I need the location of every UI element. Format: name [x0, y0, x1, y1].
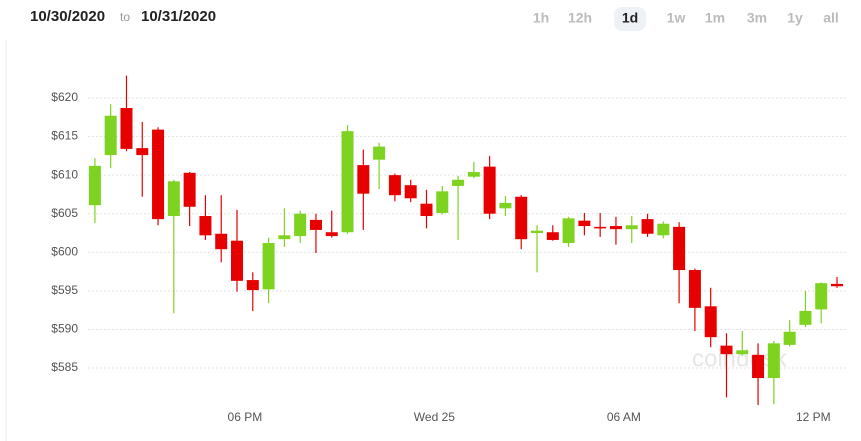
- candle-body: [625, 225, 638, 230]
- date-from: 10/30/2020: [30, 8, 105, 25]
- range-button[interactable]: 1w: [667, 10, 686, 26]
- candle-body: [546, 232, 559, 240]
- candle-body: [120, 108, 133, 149]
- candle-body: [641, 219, 654, 234]
- x-tick-label: Wed 25: [414, 410, 455, 424]
- candle-body: [799, 310, 812, 325]
- candle-body: [704, 306, 717, 338]
- candle-body: [246, 280, 259, 291]
- range-button[interactable]: 12h: [568, 10, 592, 26]
- candle-body: [262, 243, 275, 290]
- range-button[interactable]: 1y: [787, 10, 803, 26]
- x-tick-label: 06 AM: [607, 410, 641, 424]
- range-selected-bg: [614, 7, 646, 31]
- candle-body: [609, 226, 622, 230]
- candle-body: [831, 283, 844, 287]
- x-tick-label: 12 PM: [796, 410, 831, 424]
- date-separator: to: [120, 10, 130, 24]
- candle-body: [183, 172, 196, 207]
- candle-body: [752, 354, 765, 379]
- x-tick-label: 06 PM: [228, 410, 263, 424]
- candle-body: [152, 129, 165, 220]
- candle-body: [309, 219, 322, 230]
- candle-body: [452, 179, 465, 186]
- candle-body: [373, 146, 386, 160]
- candle-body: [594, 226, 607, 229]
- candle-body: [436, 191, 449, 213]
- candle-body: [420, 203, 433, 217]
- candle-body: [736, 350, 749, 355]
- candle-body: [767, 343, 780, 379]
- y-tick-label: $610: [51, 167, 78, 181]
- y-tick-label: $605: [51, 206, 78, 220]
- candle-body: [720, 345, 733, 355]
- candle-body: [499, 202, 512, 209]
- candle-body: [467, 172, 480, 177]
- range-button[interactable]: 1m: [705, 10, 725, 26]
- range-button[interactable]: 3m: [747, 10, 767, 26]
- range-button[interactable]: 1h: [533, 10, 549, 26]
- candle-body: [167, 181, 180, 217]
- candle-body: [278, 235, 291, 240]
- range-button[interactable]: 1d: [622, 10, 638, 26]
- candle-body: [578, 220, 591, 227]
- candle-body: [104, 115, 117, 156]
- candle-body: [199, 216, 212, 236]
- candle-body: [231, 240, 244, 281]
- candle-body: [388, 175, 401, 196]
- y-tick-label: $595: [51, 283, 78, 297]
- candle-body: [294, 213, 307, 237]
- candle-body: [325, 232, 338, 237]
- candle-body: [688, 270, 701, 308]
- candle-body: [357, 165, 370, 194]
- candle-body: [562, 218, 575, 244]
- y-tick-label: $620: [51, 90, 78, 104]
- candle-body: [215, 233, 228, 250]
- candle-body: [657, 223, 670, 236]
- candle-body: [341, 131, 354, 233]
- y-tick-label: $590: [51, 322, 78, 336]
- date-to: 10/31/2020: [141, 8, 216, 25]
- candle-body: [815, 283, 828, 310]
- candle-body: [404, 185, 417, 199]
- candle-body: [88, 165, 101, 206]
- candle-body: [136, 148, 149, 156]
- candle-body: [783, 331, 796, 345]
- y-tick-label: $615: [51, 129, 78, 143]
- candle-body: [531, 230, 544, 233]
- candle-body: [673, 226, 686, 271]
- y-tick-label: $585: [51, 360, 78, 374]
- y-tick-label: $600: [51, 244, 78, 258]
- range-button[interactable]: all: [823, 10, 839, 26]
- candle-body: [483, 166, 496, 214]
- candle-body: [515, 196, 528, 240]
